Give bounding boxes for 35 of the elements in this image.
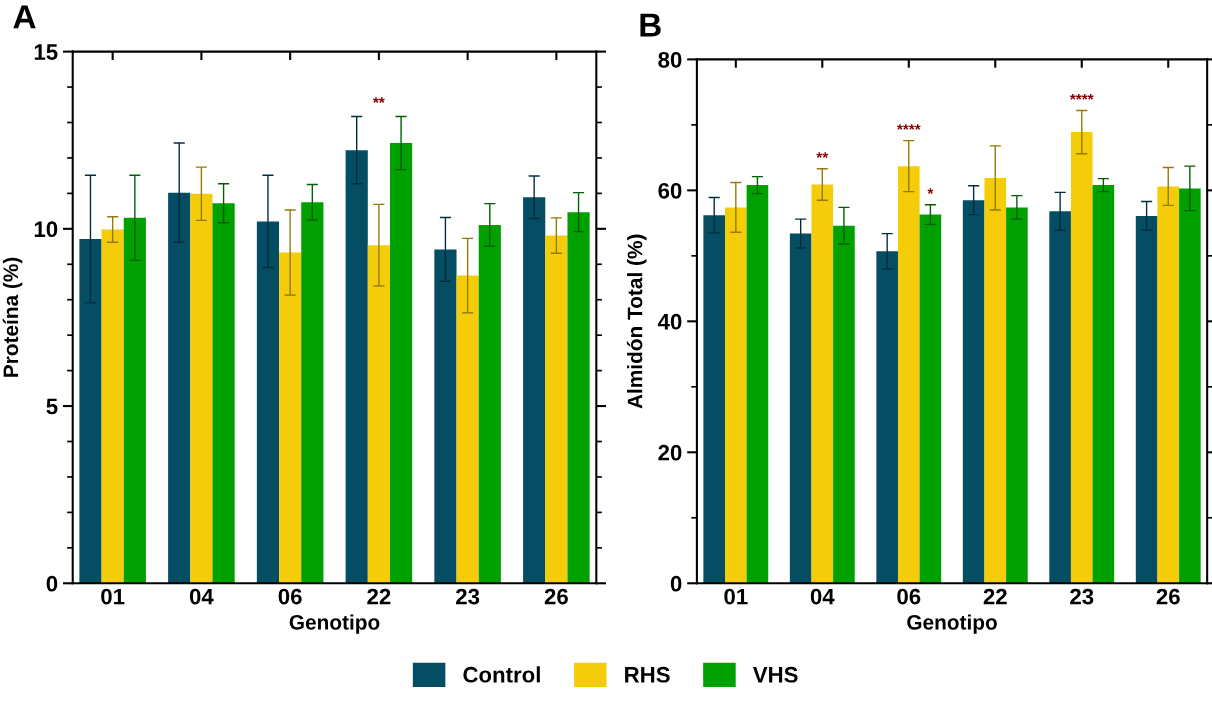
data-label: * [927,188,934,194]
legend-label: VHS [752,666,798,683]
x-tick-label: 06 [278,588,302,605]
legend-label: Control [463,666,540,683]
y-axis-title: Proteína (%) [2,257,23,377]
y-tick-label: 15 [34,44,58,60]
legend-label: RHS [625,666,670,683]
x-axis-title: Genotipo [289,614,380,634]
x-tick-label: 06 [897,588,921,605]
x-tick-label: 23 [456,588,480,605]
y-tick-label: 10 [34,221,58,238]
y-tick-label: 0 [670,575,682,592]
x-tick-label: 22 [983,588,1007,605]
x-axis-title: Genotipo [907,614,997,634]
chart-title: A [13,5,36,29]
y-tick-label: 80 [658,51,682,68]
y-tick-label: 20 [658,444,682,461]
x-tick-label: 23 [1070,588,1094,605]
x-tick-label: 01 [724,588,748,605]
data-label: ** [816,152,829,158]
y-tick-label: 5 [46,398,58,415]
y-tick-label: 60 [658,182,682,199]
data-label: **** [1069,94,1094,100]
x-tick-label: 04 [810,588,835,605]
y-tick-label: 0 [46,575,58,592]
x-tick-label: 22 [367,588,391,605]
x-tick-label: 04 [189,588,214,605]
x-tick-label: 26 [1156,588,1180,605]
data-label: **** [896,124,921,130]
annotation: ** [372,97,385,103]
x-tick-label: 26 [544,588,568,605]
y-tick-label: 40 [657,313,682,330]
y-axis-title: Almidón Total (%) [626,234,647,409]
chart-title: B [640,13,661,37]
x-tick-label: 01 [101,588,125,605]
